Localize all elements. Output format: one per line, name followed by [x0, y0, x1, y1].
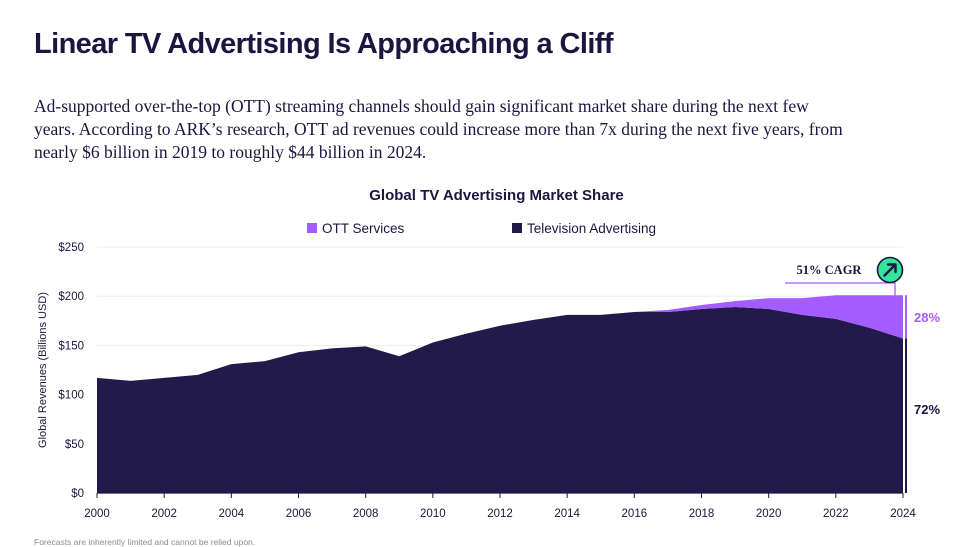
legend-label-ott: OTT Services: [322, 220, 405, 236]
cagr-label: 51% CAGR: [797, 263, 863, 277]
y-axis-label: Global Revenues (Billions USD): [37, 292, 49, 448]
badge-arrow-shaft: [883, 263, 897, 277]
legend-item-tv: Television Advertising: [512, 220, 656, 236]
x-tick-label: 2020: [756, 508, 782, 520]
y-tick-label: $50: [65, 439, 84, 451]
arrow-up-right-circle-icon: [876, 256, 904, 284]
share-bar-tv: [905, 338, 907, 493]
legend-item-ott: OTT Services: [307, 220, 404, 236]
chart-title: Global TV Advertising Market Share: [369, 187, 624, 204]
intro-paragraph: Ad-supported over-the-top (OTT) streamin…: [34, 95, 843, 164]
x-tick-label: 2012: [487, 508, 513, 520]
share-bar-ott: [905, 295, 907, 339]
area-television-advertising: [97, 307, 903, 493]
y-tick-label: $200: [58, 291, 84, 303]
legend-swatch-ott: [307, 223, 317, 233]
y-tick-label: $0: [71, 488, 84, 500]
y-tick-label: $100: [58, 390, 84, 402]
x-tick-label: 2010: [420, 508, 446, 520]
x-tick-label: 2018: [689, 508, 715, 520]
intro-line: nearly $6 billion in 2019 to roughly $44…: [34, 142, 427, 162]
tv-share-label: 72%: [914, 402, 940, 417]
y-tick-label: $250: [58, 242, 84, 254]
ott-share-label: 28%: [914, 310, 940, 325]
footnote: Forecasts are inherently limited and can…: [34, 537, 256, 547]
intro-line: years. According to ARK’s research, OTT …: [34, 119, 843, 139]
legend-swatch-tv: [512, 223, 522, 233]
x-tick-label: 2024: [890, 508, 916, 520]
x-axis: 2000 2002 2004 2006 2008 2010 2012 2014 2016 2018…: [84, 492, 916, 520]
badge-arrow-head: [886, 263, 897, 274]
x-tick-label: 2016: [622, 508, 648, 520]
stacked-areas: [97, 295, 903, 493]
y-axis-ticks: $0 $50 $100 $150 $200 $250 Global Revenues (Bi…: [37, 242, 84, 500]
intro-line: Ad-supported over-the-top (OTT) streamin…: [34, 96, 809, 116]
x-tick-label: 2006: [286, 508, 312, 520]
x-tick-label: 2014: [554, 508, 580, 520]
annotations: 28% 72% 51% CAGR: [785, 256, 940, 493]
cagr-bracket: [785, 282, 896, 297]
area-ott-services: [97, 295, 903, 381]
x-tick-label: 2000: [84, 508, 110, 520]
x-tick-label: 2004: [219, 508, 245, 520]
legend-label-tv: Television Advertising: [527, 220, 657, 236]
x-tick-label: 2022: [823, 508, 849, 520]
y-tick-label: $150: [58, 340, 84, 352]
x-tick-label: 2008: [353, 508, 379, 520]
page-title: Linear TV Advertising Is Approaching a C…: [34, 28, 614, 60]
x-tick-label: 2002: [151, 508, 177, 520]
